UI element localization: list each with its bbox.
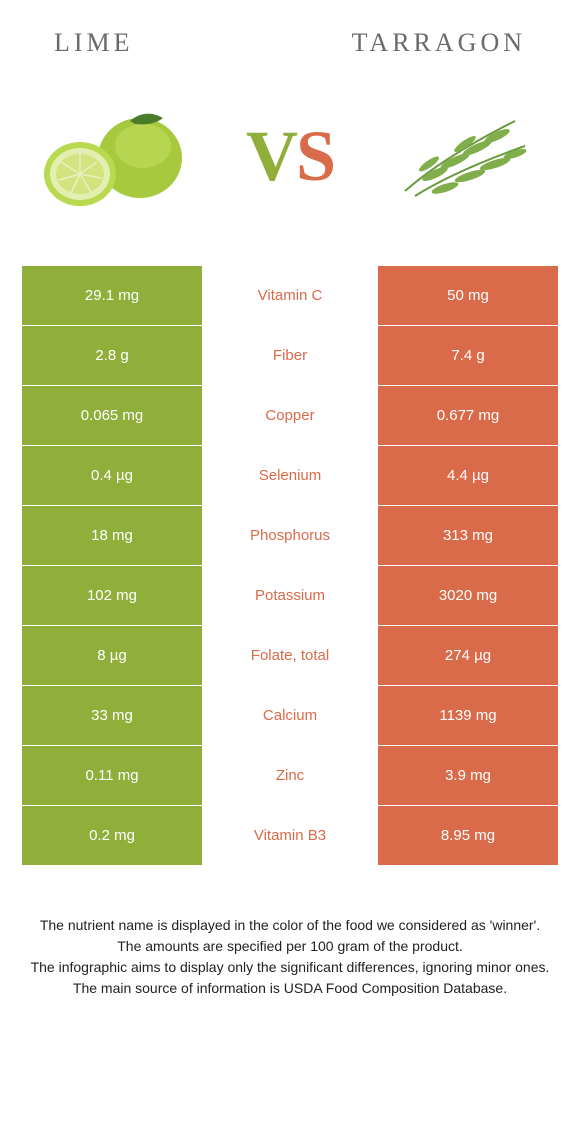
table-row: 102 mgPotassium3020 mg	[22, 566, 558, 625]
footer-notes: The nutrient name is displayed in the co…	[0, 915, 580, 999]
cell-left-value: 102 mg	[22, 566, 202, 625]
cell-right-value: 7.4 g	[378, 326, 558, 385]
table-row: 0.2 mgVitamin B38.95 mg	[22, 806, 558, 865]
vs-s: S	[296, 116, 334, 196]
cell-nutrient-name: Selenium	[202, 446, 378, 505]
title-right: TARRAGON	[352, 28, 526, 58]
vs-v: V	[246, 116, 296, 196]
nutrient-table: 29.1 mgVitamin C50 mg2.8 gFiber7.4 g0.06…	[22, 266, 558, 865]
cell-nutrient-name: Phosphorus	[202, 506, 378, 565]
cell-nutrient-name: Vitamin C	[202, 266, 378, 325]
cell-left-value: 0.11 mg	[22, 746, 202, 805]
cell-left-value: 8 µg	[22, 626, 202, 685]
table-row: 8 µgFolate, total274 µg	[22, 626, 558, 685]
cell-nutrient-name: Potassium	[202, 566, 378, 625]
header: LIME TARRAGON	[0, 0, 580, 76]
cell-left-value: 33 mg	[22, 686, 202, 745]
footer-line-4: The main source of information is USDA F…	[28, 978, 552, 999]
cell-nutrient-name: Fiber	[202, 326, 378, 385]
title-left: LIME	[54, 28, 134, 58]
table-row: 29.1 mgVitamin C50 mg	[22, 266, 558, 325]
cell-nutrient-name: Zinc	[202, 746, 378, 805]
cell-left-value: 0.4 µg	[22, 446, 202, 505]
table-row: 0.11 mgZinc3.9 mg	[22, 746, 558, 805]
cell-left-value: 18 mg	[22, 506, 202, 565]
cell-nutrient-name: Calcium	[202, 686, 378, 745]
cell-right-value: 274 µg	[378, 626, 558, 685]
cell-right-value: 1139 mg	[378, 686, 558, 745]
table-row: 2.8 gFiber7.4 g	[22, 326, 558, 385]
cell-nutrient-name: Copper	[202, 386, 378, 445]
footer-line-3: The infographic aims to display only the…	[28, 957, 552, 978]
cell-nutrient-name: Vitamin B3	[202, 806, 378, 865]
table-row: 0.065 mgCopper0.677 mg	[22, 386, 558, 445]
footer-line-2: The amounts are specified per 100 gram o…	[28, 936, 552, 957]
footer-line-1: The nutrient name is displayed in the co…	[28, 915, 552, 936]
cell-left-value: 2.8 g	[22, 326, 202, 385]
lime-image	[30, 86, 200, 226]
tarragon-image	[380, 86, 550, 226]
cell-right-value: 4.4 µg	[378, 446, 558, 505]
vs-label: VS	[246, 115, 334, 198]
cell-right-value: 3020 mg	[378, 566, 558, 625]
cell-right-value: 313 mg	[378, 506, 558, 565]
cell-right-value: 50 mg	[378, 266, 558, 325]
cell-left-value: 0.2 mg	[22, 806, 202, 865]
cell-right-value: 3.9 mg	[378, 746, 558, 805]
cell-nutrient-name: Folate, total	[202, 626, 378, 685]
table-row: 18 mgPhosphorus313 mg	[22, 506, 558, 565]
vs-row: VS	[0, 76, 580, 266]
table-row: 0.4 µgSelenium4.4 µg	[22, 446, 558, 505]
cell-right-value: 0.677 mg	[378, 386, 558, 445]
cell-right-value: 8.95 mg	[378, 806, 558, 865]
cell-left-value: 29.1 mg	[22, 266, 202, 325]
table-row: 33 mgCalcium1139 mg	[22, 686, 558, 745]
cell-left-value: 0.065 mg	[22, 386, 202, 445]
